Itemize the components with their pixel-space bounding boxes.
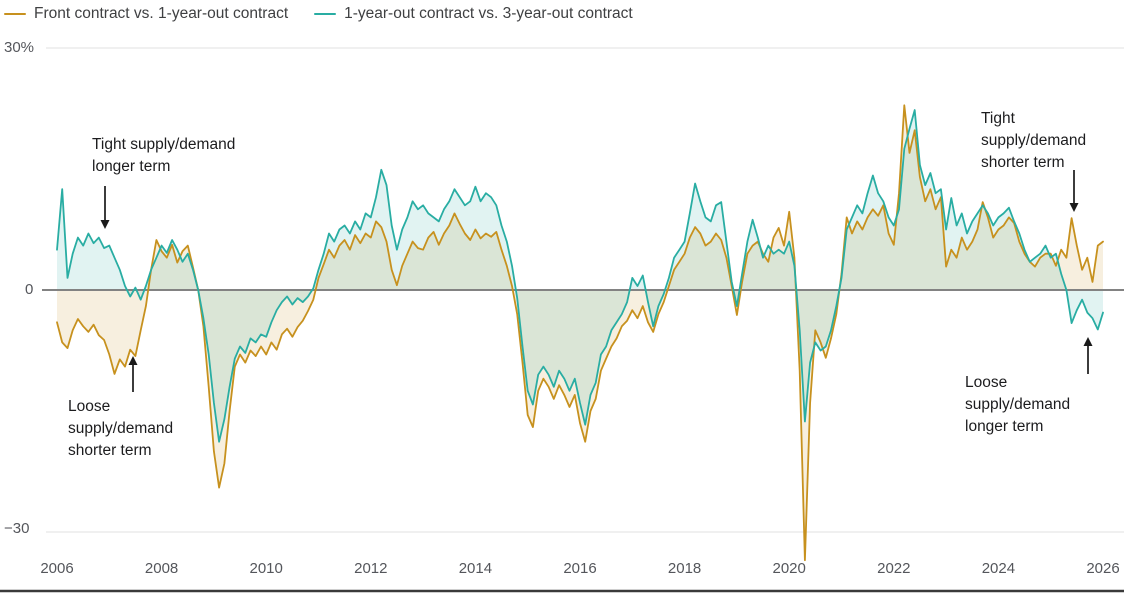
legend-swatch-orange-icon bbox=[4, 12, 26, 16]
annotation-arrowhead-tight-longer bbox=[100, 220, 110, 229]
series-line-0 bbox=[56, 104, 1104, 562]
x-axis-label-2006: 2006 bbox=[40, 560, 74, 577]
x-axis-label-2026: 2026 bbox=[1086, 560, 1120, 577]
x-axis-label-2016: 2016 bbox=[563, 560, 597, 577]
x-axis-label-2014: 2014 bbox=[458, 560, 493, 577]
legend-item-1y-vs-3y: 1-year-out contract vs. 3-year-out contr… bbox=[314, 5, 633, 23]
annotation-arrowhead-loose-shorter bbox=[128, 356, 138, 365]
y-axis-label-30pct: 30% bbox=[4, 39, 35, 56]
legend-item-front-vs-1y: Front contract vs. 1-year-out contract bbox=[4, 5, 288, 23]
annotation-tight-supply-shorter-term: Tight supply/demand shorter term bbox=[981, 110, 1087, 171]
legend-swatch-teal-icon bbox=[314, 12, 337, 16]
x-axis-label-2012: 2012 bbox=[354, 560, 388, 577]
legend-label-1y-vs-3y: 1-year-out contract vs. 3-year-out contr… bbox=[344, 5, 633, 22]
y-axis-label-neg30: −30 bbox=[4, 520, 30, 537]
annotation-loose-supply-longer-term: Loose supply/demand longer term bbox=[965, 374, 1071, 435]
y-axis-label-zero: 0 bbox=[25, 281, 34, 298]
x-axis-label-2010: 2010 bbox=[249, 560, 283, 577]
annotation-loose-supply-shorter-term: Loose supply/demand shorter term bbox=[68, 398, 174, 459]
annotation-arrowhead-tight-shorter bbox=[1069, 203, 1079, 212]
legend-label-front-vs-1y: Front contract vs. 1-year-out contract bbox=[34, 5, 289, 22]
series-line-1 bbox=[56, 109, 1104, 443]
x-axis-label-2022: 2022 bbox=[877, 560, 911, 577]
area-fill-0 bbox=[57, 105, 1103, 561]
annotation-arrowhead-loose-longer bbox=[1083, 337, 1093, 346]
x-axis-label-2020: 2020 bbox=[772, 560, 806, 577]
x-axis-label-2018: 2018 bbox=[667, 560, 702, 577]
area-fill-1 bbox=[57, 110, 1103, 442]
x-axis-label-2008: 2008 bbox=[144, 560, 179, 577]
x-axis-label-2024: 2024 bbox=[981, 560, 1016, 577]
annotation-tight-supply-longer-term: Tight supply/demand longer term bbox=[92, 136, 236, 175]
legend: Front contract vs. 1-year-out contract 1… bbox=[4, 5, 633, 23]
